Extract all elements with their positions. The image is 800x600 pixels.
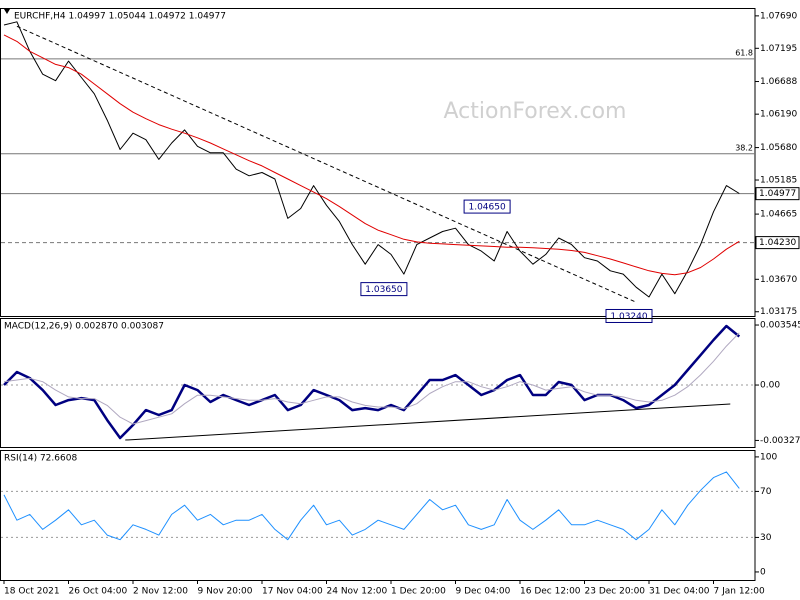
- x-tick-label: 18 Oct 2021: [4, 587, 60, 597]
- price-box: [755, 187, 800, 201]
- level-label: 38.2: [735, 143, 753, 152]
- y-tick-label: 1.03670: [760, 275, 797, 285]
- x-tick-label: 7 Jan 12:00: [714, 587, 766, 597]
- watermark: ActionForex.com: [444, 99, 627, 124]
- panel-frame: [0, 450, 756, 581]
- panel-frame: [0, 318, 756, 448]
- series-line: [3, 324, 741, 440]
- x-tick-label: 1 Dec 20:00: [391, 587, 446, 597]
- price-box-label: 1.04977: [759, 189, 796, 199]
- annotation-label: 1.03240: [610, 312, 647, 322]
- y-tick-label: 1.06190: [760, 110, 797, 120]
- annotation-box: [605, 308, 653, 323]
- y-tick-label: 1.05680: [760, 143, 797, 153]
- series-line: [3, 471, 740, 541]
- x-tick-label: 9 Dec 04:00: [456, 587, 511, 597]
- x-tick-label: 24 Nov 12:00: [327, 587, 388, 597]
- panel-frame: [0, 8, 756, 317]
- symbol-icon: [4, 9, 10, 14]
- y-tick-label: 0.003545: [760, 321, 800, 331]
- x-tick-label: 31 Dec 04:00: [649, 587, 710, 597]
- panel-title: EURCHF,H4 1.04997 1.05044 1.04972 1.0497…: [14, 12, 226, 22]
- y-tick-label: 1.07195: [760, 44, 797, 54]
- x-tick-label: 17 Nov 04:00: [262, 587, 323, 597]
- trend-line: [125, 403, 731, 441]
- y-tick-label: 1.03175: [760, 307, 797, 317]
- x-tick-label: 2 Nov 12:00: [133, 587, 188, 597]
- series-line: [3, 34, 740, 276]
- annotation-label: 1.04650: [468, 203, 505, 213]
- y-tick-label: 0.00: [760, 381, 780, 391]
- x-tick-label: 26 Oct 04:00: [69, 587, 128, 597]
- annotation-box: [463, 199, 511, 214]
- price-box: [755, 236, 800, 250]
- panel-title: RSI(14) 72.6608: [4, 454, 77, 464]
- x-tick-label: 16 Dec 12:00: [520, 587, 581, 597]
- series-line: [3, 21, 740, 298]
- y-tick-label: 0: [760, 567, 766, 577]
- panel-title: MACD(12,26,9) 0.002870 0.003087: [4, 322, 164, 332]
- y-tick-label: 1.05185: [760, 176, 797, 186]
- y-tick-label: 1.06688: [760, 77, 797, 87]
- y-tick-label: 30: [760, 533, 772, 543]
- trend-line: [16, 25, 637, 303]
- price-box-label: 1.04230: [759, 238, 796, 248]
- level-label: 61.8: [735, 48, 753, 57]
- y-tick-label: 100: [760, 452, 777, 462]
- annotation-box: [360, 282, 408, 297]
- y-tick-label: 1.07690: [760, 11, 797, 21]
- series-line: [3, 332, 740, 425]
- y-tick-label: -0.003272: [760, 436, 800, 446]
- x-tick-label: 23 Dec 20:00: [585, 587, 646, 597]
- y-tick-label: 1.04665: [760, 210, 797, 220]
- y-tick-label: 70: [760, 487, 772, 497]
- annotation-label: 1.03650: [365, 285, 402, 295]
- x-tick-label: 9 Nov 20:00: [198, 587, 253, 597]
